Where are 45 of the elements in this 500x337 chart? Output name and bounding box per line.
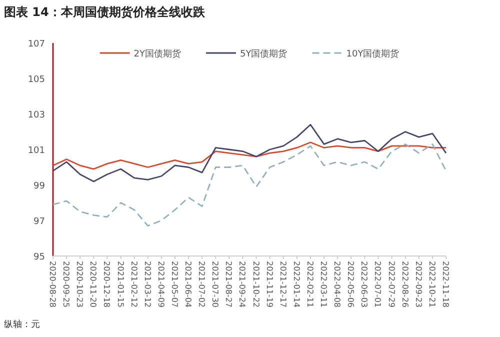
- y-tick-label: 105: [28, 75, 45, 85]
- x-tick-label: 2020-08-28: [48, 261, 57, 308]
- x-tick-label: 2021-07-30: [210, 261, 220, 308]
- x-tick-label: 2021-04-09: [156, 261, 166, 308]
- y-tick-label: 107: [28, 40, 45, 50]
- x-tick-label: 2020-10-23: [75, 261, 84, 308]
- y-tick-label: 103: [28, 110, 45, 120]
- x-tick-label: 2020-09-25: [62, 261, 71, 308]
- x-tick-label: 2020-12-18: [102, 261, 112, 308]
- y-tick-label: 101: [28, 146, 45, 156]
- y-tick-label: 97: [34, 217, 45, 227]
- x-tick-label: 2022-08-26: [400, 261, 410, 308]
- x-tick-label: 2022-09-23: [414, 261, 423, 308]
- x-tick-label: 2022-02-11: [305, 261, 314, 308]
- x-tick-label: 2022-07-29: [386, 261, 396, 308]
- line-series: [52, 143, 447, 227]
- x-tick-label: 2022-07-01: [373, 261, 382, 308]
- legend-label: 2Y国债期货: [134, 48, 182, 60]
- x-tick-label: 2021-03-12: [142, 261, 152, 308]
- line-series: [52, 142, 447, 170]
- x-tick-label: 2021-02-12: [129, 261, 138, 308]
- chart-title: 图表 14：本周国债期货价格全线收跌: [4, 5, 206, 19]
- x-tick-label: 2022-01-14: [292, 261, 301, 308]
- x-tick-label: 2021-06-04: [184, 261, 193, 308]
- x-tick-label: 2021-05-07: [170, 261, 179, 308]
- y-tick-label: 95: [34, 252, 45, 262]
- x-tick-label: 2021-07-02: [197, 261, 206, 308]
- x-tick-label: 2022-11-18: [441, 261, 450, 308]
- x-tick-label: 2022-10-21: [427, 261, 436, 308]
- x-tick-label: 2022-03-11: [319, 261, 328, 308]
- x-tick-label: 2022-06-03: [360, 261, 369, 308]
- text: 纵轴：元: [4, 319, 40, 330]
- x-tick-label: 2022-04-08: [332, 261, 342, 308]
- x-tick-label: 2020-11-20: [88, 261, 98, 308]
- x-tick-label: 2022-05-06: [346, 261, 356, 308]
- x-tick-label: 2021-11-19: [264, 261, 274, 308]
- x-tick-label: 2021-10-22: [251, 261, 260, 308]
- x-tick-label: 2021-01-15: [116, 261, 125, 308]
- legend-label: 5Y国债期货: [240, 48, 288, 60]
- line-series: [52, 124, 447, 182]
- x-tick-label: 2021-12-17: [278, 261, 288, 308]
- legend-label: 10Y国债期货: [346, 48, 400, 60]
- y-tick-label: 99: [34, 182, 46, 192]
- x-tick-label: 2021-08-27: [224, 261, 234, 308]
- x-tick-label: 2021-09-24: [238, 261, 247, 308]
